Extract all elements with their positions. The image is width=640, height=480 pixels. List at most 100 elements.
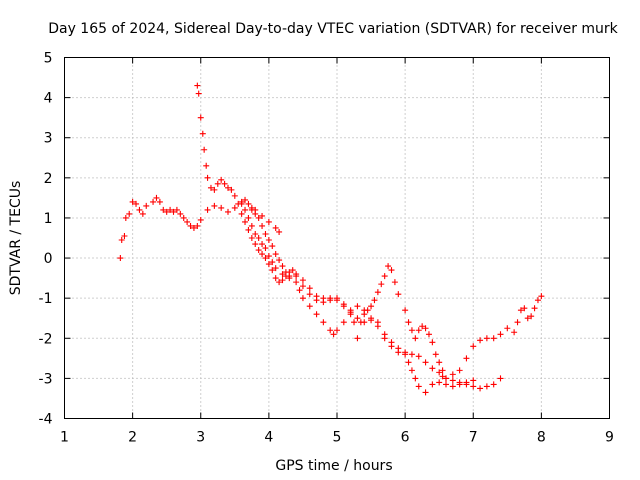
y-tick-label: 4 — [44, 91, 53, 107]
data-point — [415, 383, 422, 390]
x-tick-label: 4 — [264, 430, 273, 446]
data-point — [330, 331, 337, 338]
y-axis-label: SDTVAR / TECUs — [8, 181, 24, 296]
data-point — [272, 275, 279, 282]
data-point — [470, 383, 477, 390]
axis-ticks — [64, 57, 610, 419]
data-point — [405, 359, 412, 366]
data-point — [255, 214, 262, 221]
data-point — [483, 335, 490, 342]
data-point — [231, 192, 238, 199]
x-tick-label: 5 — [333, 430, 342, 446]
data-point — [531, 305, 538, 312]
data-point — [402, 307, 409, 314]
data-point — [225, 184, 231, 191]
data-point — [184, 218, 191, 225]
data-point — [262, 230, 269, 237]
data-point — [218, 204, 225, 211]
data-point — [218, 176, 225, 183]
data-point — [340, 301, 347, 308]
data-point — [276, 257, 283, 264]
data-point — [443, 381, 449, 388]
y-tick-label: 1 — [44, 211, 53, 227]
x-tick-label: 1 — [60, 430, 69, 446]
data-point — [534, 297, 541, 304]
data-point — [313, 311, 320, 318]
data-point — [228, 186, 235, 193]
data-point — [490, 335, 497, 342]
data-point — [293, 279, 300, 286]
data-point — [153, 194, 160, 201]
data-point — [242, 196, 249, 203]
series-track-4 — [248, 206, 545, 382]
data-point — [160, 206, 167, 213]
data-point — [214, 180, 221, 187]
data-point — [429, 365, 436, 372]
data-point — [279, 263, 286, 270]
data-point — [269, 243, 276, 250]
data-point — [436, 369, 443, 376]
data-point — [381, 273, 388, 280]
data-point — [194, 82, 201, 89]
data-point — [242, 206, 249, 213]
data-point — [269, 259, 276, 266]
data-point — [391, 279, 398, 286]
data-point — [190, 224, 197, 231]
data-point — [299, 295, 306, 302]
data-point — [306, 303, 313, 310]
data-point — [265, 253, 272, 260]
data-point — [456, 381, 463, 388]
data-point — [221, 180, 228, 187]
data-point — [436, 359, 443, 366]
data-point — [306, 291, 313, 298]
data-point — [265, 261, 272, 268]
data-point — [334, 297, 340, 304]
data-point — [118, 237, 125, 244]
data-point — [306, 285, 313, 292]
data-point — [511, 329, 518, 336]
data-point — [259, 241, 266, 248]
data-point — [429, 381, 436, 388]
data-point — [252, 230, 259, 237]
data-point — [456, 367, 463, 374]
data-point — [361, 311, 368, 318]
data-point — [259, 222, 266, 229]
y-tick-label: 3 — [44, 131, 53, 147]
data-point — [133, 200, 140, 207]
data-point — [422, 325, 429, 332]
data-point — [252, 210, 259, 217]
data-marks — [117, 82, 545, 396]
data-point — [197, 114, 204, 121]
data-point — [368, 303, 375, 310]
data-point — [211, 202, 218, 209]
data-point — [197, 216, 204, 223]
data-point — [483, 383, 490, 390]
x-tick-label: 9 — [605, 430, 614, 446]
data-point — [245, 214, 252, 221]
data-point — [354, 303, 361, 310]
data-point — [238, 210, 245, 217]
data-point — [354, 335, 361, 342]
data-point — [296, 287, 303, 294]
y-tick-label: -1 — [39, 291, 53, 307]
x-tick-label: 2 — [128, 430, 137, 446]
data-point — [242, 218, 249, 225]
data-point — [272, 224, 279, 231]
y-tick-label: -4 — [39, 412, 53, 428]
data-point — [419, 323, 426, 330]
series-track-2 — [194, 82, 504, 392]
data-point — [126, 210, 133, 217]
data-point — [432, 351, 439, 358]
data-point — [388, 267, 395, 274]
data-point — [248, 222, 255, 229]
data-point — [354, 315, 361, 322]
data-point — [282, 269, 289, 276]
data-point — [429, 339, 436, 346]
data-point — [443, 375, 449, 382]
data-point — [252, 241, 259, 248]
data-point — [449, 377, 456, 384]
data-point — [199, 130, 206, 137]
data-point — [299, 283, 306, 290]
x-tick-label: 7 — [469, 430, 478, 446]
